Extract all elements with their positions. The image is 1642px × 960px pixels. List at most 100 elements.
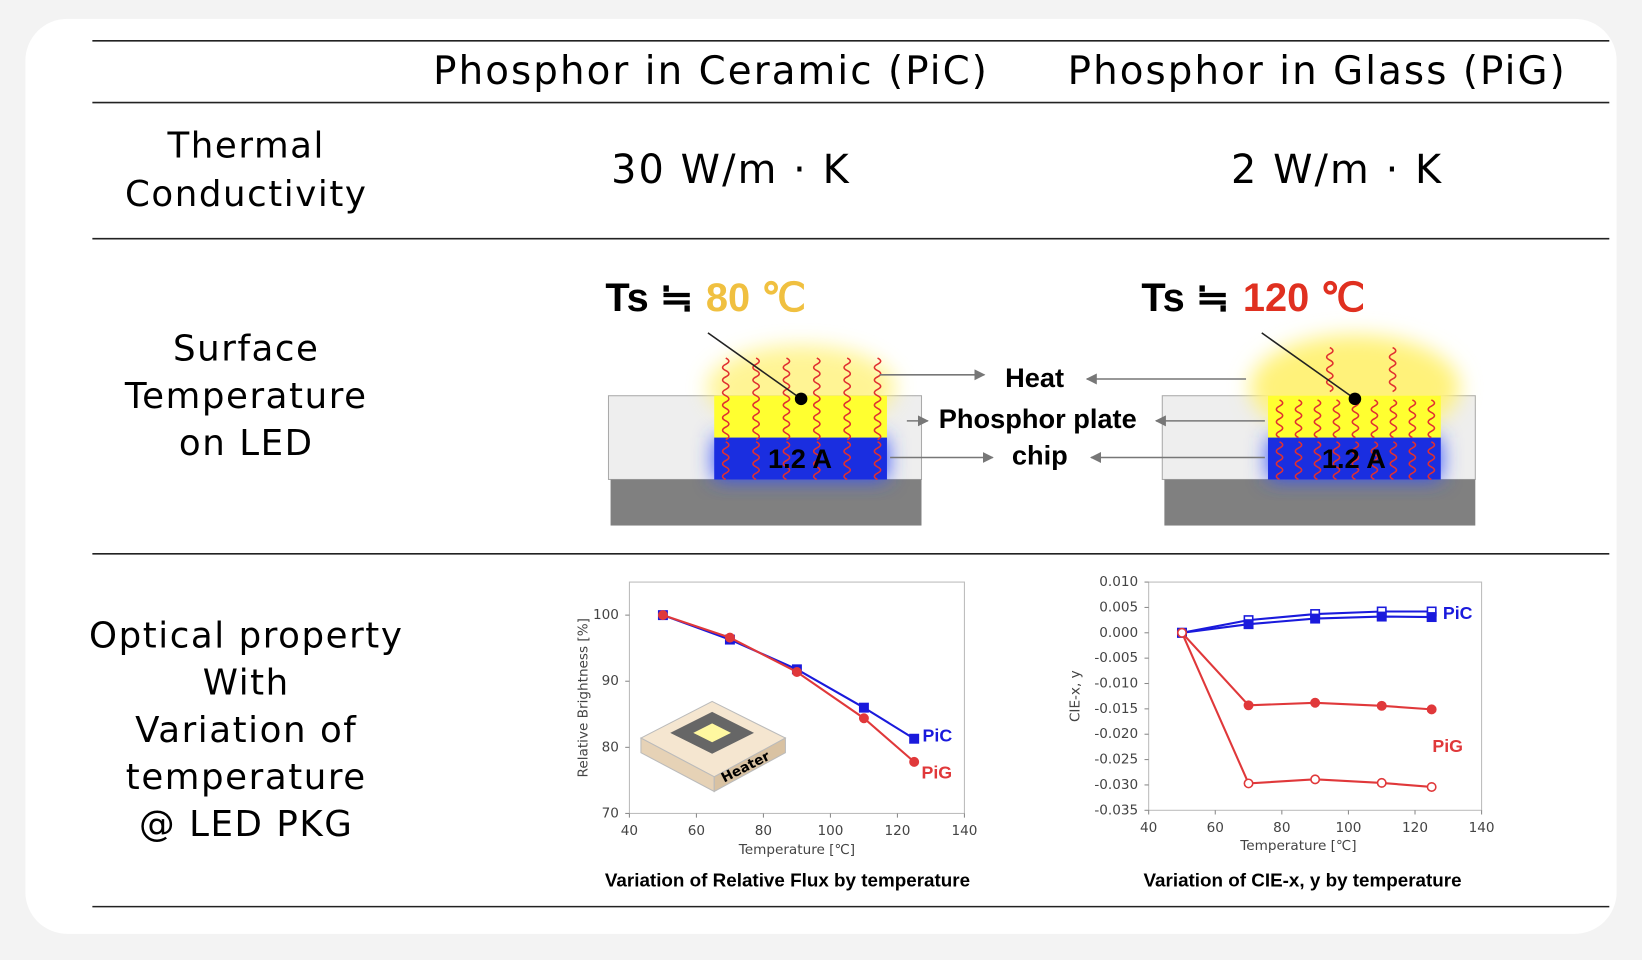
y-tick-label: 70: [602, 805, 619, 821]
column-header: Phosphor in Glass (PiG): [1068, 49, 1567, 94]
x-tick-label: 80: [755, 823, 772, 839]
part-label: Heat: [1005, 362, 1064, 393]
point: [858, 702, 869, 713]
heat-wave: [1370, 399, 1379, 439]
heat-wave: [812, 357, 821, 441]
x-tick-label: 60: [688, 823, 705, 839]
heat-wave: [1427, 399, 1436, 439]
heat-wave: [1275, 441, 1284, 481]
heat-wave: [1332, 441, 1341, 481]
row-label: Optical property: [89, 616, 403, 657]
x-tick-label: 100: [1335, 820, 1361, 836]
point: [1376, 700, 1387, 711]
point: [909, 756, 920, 767]
point: [1176, 627, 1187, 638]
row-label: on LED: [179, 423, 314, 464]
cell: 30 W/m · K: [611, 147, 851, 193]
point: [1348, 392, 1362, 406]
point: [1426, 704, 1437, 715]
heat-wave: [1370, 441, 1379, 481]
row-label: temperature: [126, 757, 367, 798]
y-tick-label: -0.035: [1094, 802, 1138, 818]
table: Phosphor in Ceramic (PiC) Phosphor in Gl…: [89, 40, 1610, 908]
y-tick-label: -0.005: [1094, 650, 1138, 666]
point: [724, 632, 735, 643]
heat-wave: [1325, 346, 1334, 393]
row-label: Conductivity: [125, 174, 367, 215]
heat-wave: [721, 357, 730, 441]
charts: 70 80 90 100 40 60 80 100 120 140 Temperature [℃] R…: [575, 574, 1494, 890]
ts-prefix: Ts ≒: [1141, 276, 1229, 320]
heat-wave: [752, 357, 760, 441]
heat-wave: [1275, 399, 1284, 439]
y-tick-label: 0.000: [1099, 625, 1138, 641]
point: [1310, 774, 1321, 785]
row-label: Thermal: [166, 126, 325, 167]
heat-wave: [1313, 399, 1322, 439]
point: [1243, 619, 1254, 630]
y-tick-label: 90: [602, 673, 619, 689]
x-tick-label: 40: [1140, 820, 1157, 836]
x-tick-label: 40: [621, 823, 638, 839]
heat-wave: [1332, 399, 1341, 439]
heat-wave: [1351, 441, 1360, 481]
heat-wave: [1389, 441, 1398, 481]
ts-prefix: Ts ≒: [605, 276, 693, 320]
y-tick-label: -0.015: [1094, 701, 1138, 717]
current-label: 1.2 A: [768, 443, 832, 474]
x-axis-label: Temperature [℃]: [738, 842, 855, 858]
y-tick-label: -0.010: [1094, 676, 1138, 692]
heat-wave: [1388, 346, 1397, 393]
parts: Heat Phosphor plate chip: [939, 362, 1137, 470]
point: [794, 392, 808, 406]
x-tick-label: 140: [1469, 820, 1495, 836]
x-tick-label: 140: [951, 823, 977, 839]
heater-side: [713, 737, 786, 793]
heat-wave: [1351, 399, 1360, 439]
row-label: @ LED PKG: [139, 804, 353, 845]
heat-wave: [1427, 441, 1436, 481]
x-tick-label: 100: [817, 823, 843, 839]
point: [858, 713, 869, 724]
base: [1164, 479, 1476, 526]
chip: [714, 437, 887, 480]
row-label: Variation of: [135, 710, 357, 751]
part-label: Phosphor plate: [939, 403, 1137, 434]
x-tick-label: 120: [884, 823, 910, 839]
heat-wave: [1389, 399, 1398, 439]
heat-wave: [873, 441, 882, 481]
heat-wave: [1408, 441, 1417, 481]
cell: 80 ℃: [706, 276, 806, 320]
plot-area: [628, 581, 965, 814]
point: [1310, 613, 1321, 624]
caption: Variation of Relative Flux by temperatur…: [605, 869, 970, 890]
caption: Variation of CIE-x, y by temperature: [1144, 869, 1462, 890]
point: [1310, 697, 1321, 708]
x-tick-label: 60: [1207, 820, 1224, 836]
x-tick-label: 80: [1273, 820, 1290, 836]
y-tick-label: 100: [593, 607, 619, 623]
y-axis-label: CIE-x, y: [1067, 670, 1083, 722]
y-tick-label: -0.020: [1094, 726, 1138, 742]
y-tick-label: 0.010: [1099, 574, 1138, 590]
point: [1243, 778, 1254, 789]
y-axis-label: Relative Brightness [%]: [575, 618, 591, 777]
row-label: Surface: [173, 329, 320, 370]
heat-wave: [782, 357, 791, 441]
point: [657, 610, 668, 621]
point: [1243, 700, 1254, 711]
pointer: [1261, 332, 1356, 400]
heat-wave: [812, 441, 821, 481]
y-tick-label: 0.005: [1099, 599, 1138, 615]
part-label: chip: [1012, 440, 1068, 471]
point: [1426, 612, 1437, 623]
cell: 120 ℃: [1243, 276, 1365, 320]
heat-wave: [721, 441, 730, 481]
row-label: Temperature: [124, 376, 368, 417]
led-diagram: 1.2 A 1.2 A: [607, 332, 1476, 526]
heat-wave: [843, 441, 852, 481]
cell: 2 W/m · K: [1231, 147, 1443, 193]
heat-wave: [1294, 441, 1303, 481]
